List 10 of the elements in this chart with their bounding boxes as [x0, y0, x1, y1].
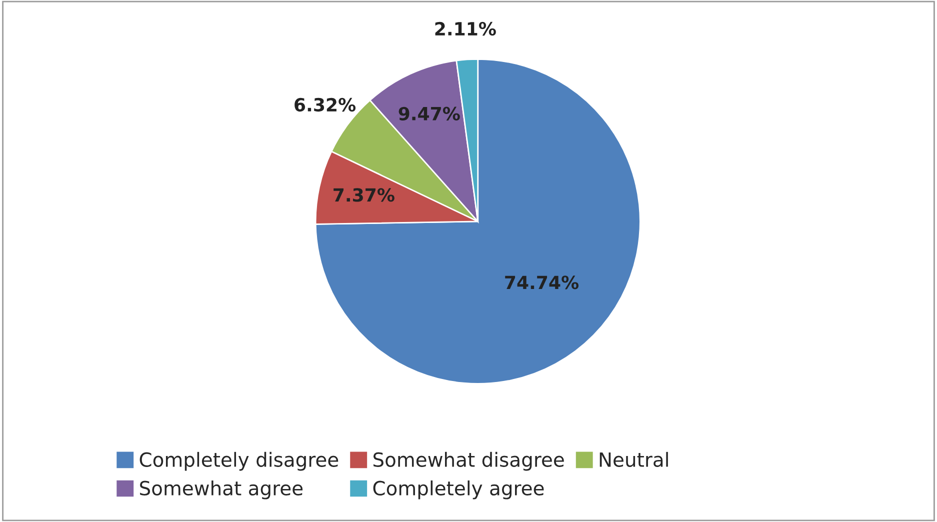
- data-label: 9.47%: [398, 106, 460, 120]
- data-label: 7.37%: [334, 188, 394, 202]
- data-label: 6.32%: [294, 98, 356, 112]
- legend-label: Neutral: [600, 452, 668, 467]
- legend-label: Somewhat disagree: [373, 452, 564, 471]
- data-label: 74.74%: [505, 276, 579, 290]
- data-label: 2.11%: [435, 22, 496, 36]
- legend-label: Completely disagree: [140, 452, 338, 471]
- legend-label: Completely agree: [373, 480, 544, 500]
- legend-label: Somewhat agree: [140, 480, 303, 500]
